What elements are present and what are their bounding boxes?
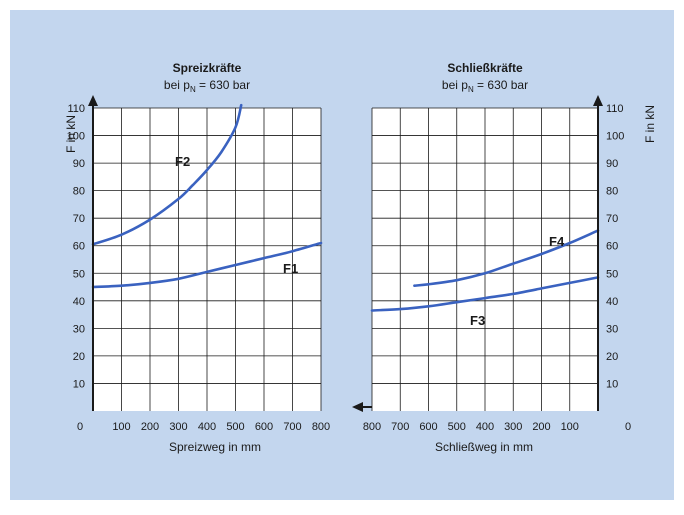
x-tick-labels-right: 800 700 600 500 400 300 200 100 xyxy=(363,421,579,433)
y-tick-label: 60 xyxy=(606,241,618,253)
y-tick-label: 20 xyxy=(73,351,85,363)
x-tick-label: 300 xyxy=(169,421,187,433)
series-line-f4 xyxy=(413,229,600,287)
x-direction-arrow-head xyxy=(352,402,363,412)
x-tick-label: 400 xyxy=(476,421,494,433)
series-label-f1: F1 xyxy=(283,261,298,276)
x-tick-label: 700 xyxy=(391,421,409,433)
series-line-f2 xyxy=(91,103,243,246)
x-tick-label: 600 xyxy=(419,421,437,433)
y-tick-label: 20 xyxy=(606,351,618,363)
y-tick-label: 30 xyxy=(73,323,85,335)
x-tick-label: 200 xyxy=(532,421,550,433)
x-axis-label-right: Schließweg in mm xyxy=(435,440,533,454)
curves-right: F3 F4 xyxy=(370,229,600,328)
y-axis-label-left: F in kN xyxy=(64,115,78,153)
y-tick-label: 30 xyxy=(606,323,618,335)
panel-schliesskraefte: F3 F4 Schließkräfte bei pN = 630 bar F in… xyxy=(352,61,657,454)
chart-subtitle-right: bei pN = 630 bar xyxy=(442,78,528,94)
y-tick-label: 100 xyxy=(67,131,85,143)
y-axis-arrow-left xyxy=(88,95,98,106)
x-tick-label: 700 xyxy=(283,421,301,433)
grid-left xyxy=(92,107,322,411)
y-tick-label: 10 xyxy=(606,378,618,390)
y-tick-label: 50 xyxy=(606,268,618,280)
y-tick-label-zero: 0 xyxy=(77,421,83,433)
curves-left: F1 F2 xyxy=(91,103,323,289)
x-tick-label: 100 xyxy=(112,421,130,433)
y-tick-label: 110 xyxy=(606,103,624,115)
y-tick-label: 70 xyxy=(606,213,618,225)
y-tick-label: 10 xyxy=(73,378,85,390)
x-tick-label: 500 xyxy=(226,421,244,433)
x-tick-label: 400 xyxy=(198,421,216,433)
y-tick-label: 80 xyxy=(606,186,618,198)
y-tick-labels-left: 10 20 30 40 50 60 70 80 90 100 110 0 xyxy=(67,103,85,433)
chart-subtitle-left: bei pN = 630 bar xyxy=(164,78,250,94)
y-tick-label: 40 xyxy=(73,296,85,308)
series-line-f3 xyxy=(370,276,600,312)
y-tick-labels-right: 10 20 30 40 50 60 70 80 90 100 110 0 xyxy=(606,103,631,433)
series-label-f4: F4 xyxy=(549,234,565,249)
series-line-f1 xyxy=(91,241,323,289)
x-tick-label: 800 xyxy=(312,421,330,433)
panel-spreizkraefte: F1 F2 Spreizkräfte bei pN = 630 bar F in … xyxy=(64,61,330,454)
y-axis-arrow-right xyxy=(593,95,603,106)
x-tick-labels-left: 100 200 300 400 500 600 700 800 xyxy=(112,421,330,433)
x-tick-label: 500 xyxy=(448,421,466,433)
x-tick-label: 200 xyxy=(141,421,159,433)
y-tick-label: 60 xyxy=(73,241,85,253)
y-tick-label: 50 xyxy=(73,268,85,280)
series-label-f3: F3 xyxy=(470,313,485,328)
x-axis-label-left: Spreizweg in mm xyxy=(169,440,261,454)
x-tick-label: 800 xyxy=(363,421,381,433)
chart-title-right: Schließkräfte xyxy=(447,61,523,75)
y-tick-label: 70 xyxy=(73,213,85,225)
x-tick-label: 600 xyxy=(255,421,273,433)
y-tick-label: 40 xyxy=(606,296,618,308)
y-tick-label: 90 xyxy=(73,158,85,170)
y-tick-label: 100 xyxy=(606,131,624,143)
y-tick-label: 110 xyxy=(67,103,85,115)
x-tick-label: 300 xyxy=(504,421,522,433)
y-tick-label-zero: 0 xyxy=(625,421,631,433)
y-tick-label: 90 xyxy=(606,158,618,170)
chart-title-left: Spreizkräfte xyxy=(173,61,242,75)
series-label-f2: F2 xyxy=(175,154,190,169)
y-tick-label: 80 xyxy=(73,186,85,198)
x-tick-label: 100 xyxy=(561,421,579,433)
y-axis-label-right: F in kN xyxy=(643,105,657,143)
